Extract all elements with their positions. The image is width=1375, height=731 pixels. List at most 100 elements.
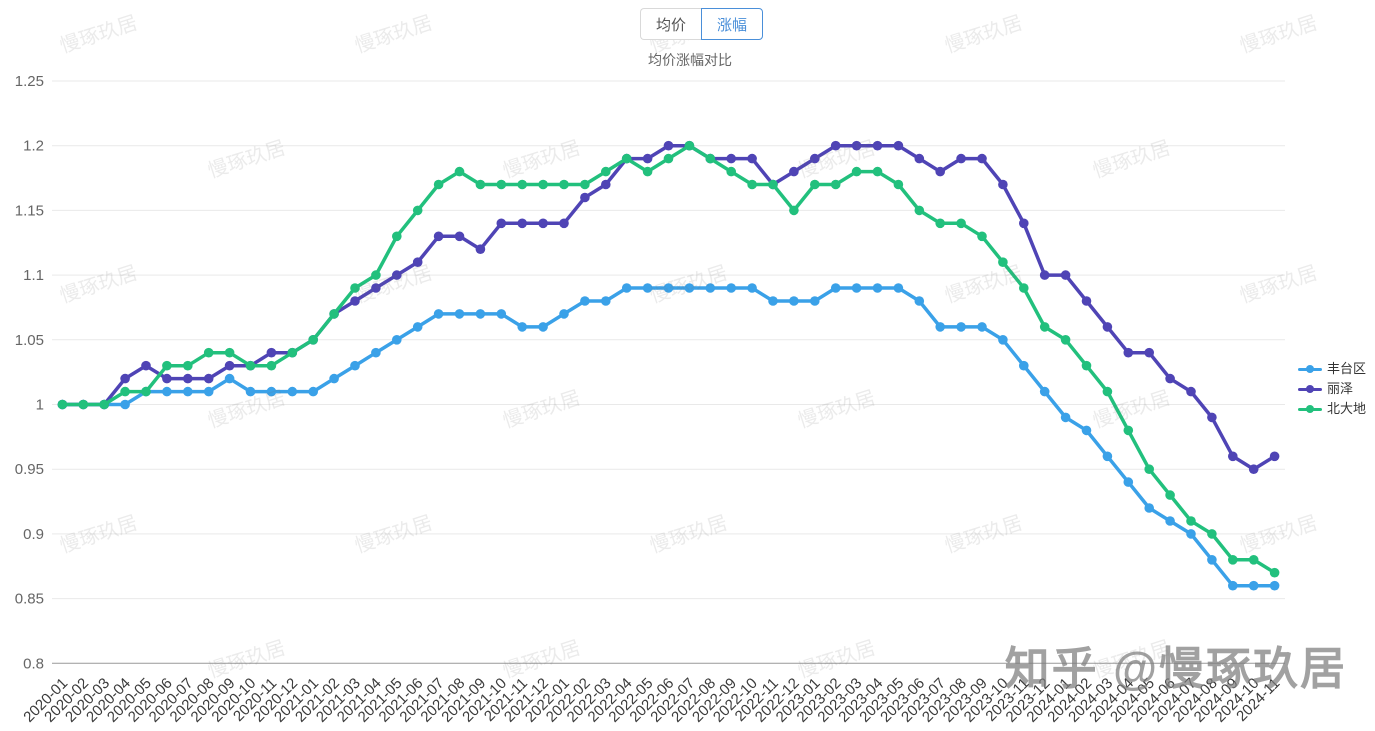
data-point-北大地-2020-11[interactable] [266, 360, 277, 371]
data-point-北大地-2020-08[interactable] [203, 347, 214, 358]
data-point-北大地-2021-09[interactable] [475, 179, 486, 190]
data-point-丽泽-2021-10[interactable] [496, 218, 507, 229]
data-point-丽泽-2020-08[interactable] [203, 373, 214, 384]
data-point-北大地-2020-12[interactable] [287, 347, 298, 358]
data-point-丰台区-2021-12[interactable] [538, 322, 548, 332]
data-point-北大地-2020-09[interactable] [224, 347, 235, 358]
data-point-北大地-2023-10[interactable] [998, 257, 1008, 268]
data-point-丽泽-2022-10[interactable] [747, 153, 757, 164]
data-point-丰台区-2022-01[interactable] [559, 309, 569, 319]
data-point-丽泽-2024-11[interactable] [1269, 451, 1280, 462]
data-point-北大地-2022-07[interactable] [684, 140, 695, 151]
data-point-丽泽-2024-02[interactable] [1081, 296, 1092, 306]
data-point-丰台区-2023-10[interactable] [998, 335, 1008, 345]
data-point-丰台区-2021-08[interactable] [454, 309, 465, 319]
data-point-丰台区-2023-08[interactable] [956, 322, 966, 332]
data-point-北大地-2020-02[interactable] [78, 399, 89, 410]
data-point-丰台区-2024-10[interactable] [1248, 580, 1259, 591]
data-point-丽泽-2023-02[interactable] [830, 140, 841, 151]
data-point-丰台区-2020-12[interactable] [287, 386, 298, 397]
data-point-丽泽-2024-09[interactable] [1228, 451, 1238, 462]
data-point-丽泽-2020-07[interactable] [183, 373, 193, 384]
data-point-丰台区-2021-10[interactable] [496, 309, 507, 319]
data-point-丽泽-2020-06[interactable] [162, 373, 172, 384]
data-point-北大地-2020-07[interactable] [183, 360, 193, 371]
data-point-丽泽-2021-06[interactable] [412, 257, 423, 268]
data-point-丰台区-2024-04[interactable] [1123, 477, 1134, 487]
data-point-丽泽-2024-03[interactable] [1102, 322, 1113, 332]
data-point-丽泽-2023-05[interactable] [893, 140, 904, 151]
data-point-丽泽-2024-08[interactable] [1207, 412, 1217, 423]
data-point-丰台区-2024-05[interactable] [1144, 503, 1154, 513]
data-point-丰台区-2022-08[interactable] [705, 283, 716, 293]
data-point-丽泽-2022-09[interactable] [726, 153, 736, 164]
data-point-北大地-2021-08[interactable] [454, 166, 465, 177]
data-point-丽泽-2021-03[interactable] [350, 296, 360, 306]
data-point-北大地-2023-02[interactable] [830, 179, 841, 190]
data-point-北大地-2023-12[interactable] [1039, 322, 1050, 332]
data-point-丰台区-2023-04[interactable] [872, 283, 883, 293]
data-point-丰台区-2020-09[interactable] [224, 373, 235, 384]
data-point-北大地-2023-09[interactable] [977, 231, 987, 242]
data-point-丰台区-2024-11[interactable] [1269, 580, 1280, 591]
data-point-丰台区-2023-09[interactable] [977, 322, 987, 332]
data-point-丰台区-2020-07[interactable] [183, 386, 193, 397]
data-point-丰台区-2022-10[interactable] [747, 283, 757, 293]
data-point-丰台区-2022-04[interactable] [621, 283, 632, 293]
data-point-丽泽-2022-06[interactable] [663, 140, 674, 151]
data-point-丰台区-2021-06[interactable] [412, 322, 423, 332]
data-point-北大地-2022-02[interactable] [580, 179, 590, 190]
data-point-丰台区-2021-02[interactable] [329, 373, 339, 384]
data-point-北大地-2022-08[interactable] [705, 153, 716, 164]
data-point-丰台区-2023-07[interactable] [935, 322, 945, 332]
data-point-北大地-2023-11[interactable] [1019, 283, 1029, 293]
legend-item-北大地[interactable]: 北大地 [1298, 399, 1366, 419]
data-point-丰台区-2022-12[interactable] [789, 296, 799, 306]
data-point-北大地-2023-07[interactable] [935, 218, 945, 229]
data-point-丰台区-2024-01[interactable] [1060, 412, 1071, 423]
data-point-北大地-2022-12[interactable] [789, 205, 799, 216]
data-point-北大地-2023-08[interactable] [956, 218, 966, 229]
data-point-丰台区-2024-02[interactable] [1081, 425, 1092, 436]
data-point-北大地-2022-06[interactable] [663, 153, 674, 164]
data-point-丰台区-2023-02[interactable] [830, 283, 841, 293]
data-point-丽泽-2022-05[interactable] [642, 153, 653, 164]
data-point-北大地-2024-02[interactable] [1081, 360, 1092, 371]
data-point-丽泽-2023-03[interactable] [851, 140, 862, 151]
data-point-北大地-2021-01[interactable] [308, 335, 319, 345]
data-point-丽泽-2022-12[interactable] [789, 166, 799, 177]
data-point-丰台区-2021-11[interactable] [517, 322, 527, 332]
data-point-北大地-2024-11[interactable] [1269, 567, 1280, 578]
data-point-北大地-2024-10[interactable] [1248, 555, 1259, 565]
data-point-北大地-2021-10[interactable] [496, 179, 507, 190]
data-point-丽泽-2024-01[interactable] [1060, 270, 1071, 280]
data-point-丽泽-2023-01[interactable] [810, 153, 820, 164]
data-point-丰台区-2021-05[interactable] [392, 335, 402, 345]
data-point-丰台区-2022-05[interactable] [642, 283, 653, 293]
data-point-丰台区-2020-08[interactable] [203, 386, 214, 397]
data-point-北大地-2021-12[interactable] [538, 179, 548, 190]
data-point-北大地-2020-05[interactable] [141, 386, 151, 397]
data-point-丽泽-2023-04[interactable] [872, 140, 883, 151]
data-point-北大地-2021-02[interactable] [329, 309, 339, 319]
data-point-丽泽-2020-11[interactable] [266, 347, 277, 358]
data-point-北大地-2024-04[interactable] [1123, 425, 1134, 436]
data-point-丰台区-2022-02[interactable] [580, 296, 590, 306]
data-point-北大地-2022-05[interactable] [642, 166, 653, 177]
data-point-丽泽-2024-10[interactable] [1248, 464, 1259, 475]
data-point-丽泽-2023-08[interactable] [956, 153, 966, 164]
data-point-丰台区-2023-11[interactable] [1019, 360, 1029, 371]
data-point-北大地-2021-06[interactable] [412, 205, 423, 216]
data-point-北大地-2023-05[interactable] [893, 179, 904, 190]
data-point-丽泽-2020-09[interactable] [224, 360, 235, 371]
data-point-丽泽-2021-04[interactable] [371, 283, 381, 293]
data-point-北大地-2020-03[interactable] [99, 399, 109, 410]
data-point-丽泽-2020-04[interactable] [120, 373, 130, 384]
data-point-丰台区-2020-11[interactable] [266, 386, 277, 397]
data-point-丽泽-2024-07[interactable] [1186, 386, 1196, 397]
data-point-丽泽-2021-08[interactable] [454, 231, 465, 242]
data-point-丽泽-2024-04[interactable] [1123, 347, 1134, 358]
data-point-丰台区-2020-06[interactable] [162, 386, 172, 397]
tab-average-price[interactable]: 均价 [640, 8, 702, 40]
data-point-丰台区-2022-11[interactable] [768, 296, 778, 306]
